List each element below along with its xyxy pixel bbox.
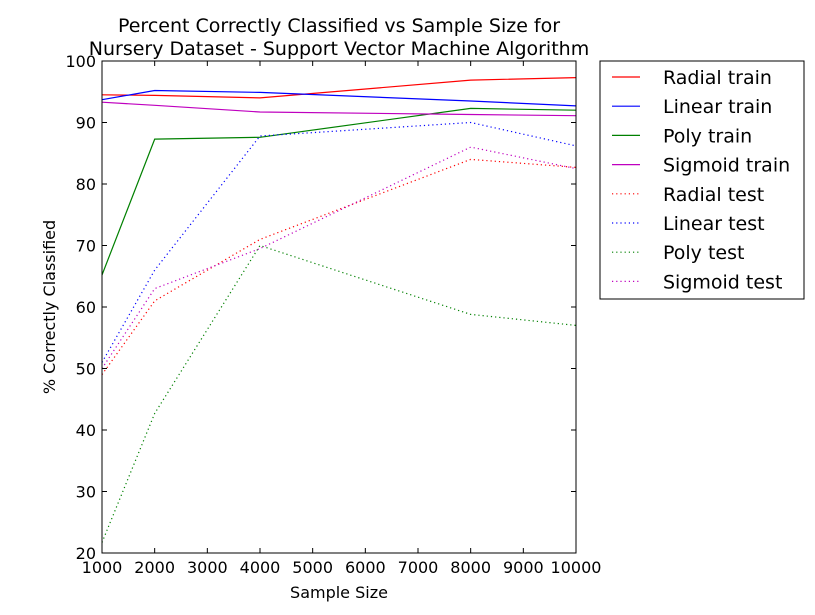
- y-tick-label: 90: [76, 114, 96, 133]
- y-tick-label: 50: [76, 360, 96, 379]
- x-tick-label: 1000: [82, 558, 123, 577]
- legend: Radial train Linear train Poly train Sigmoi…: [599, 60, 805, 300]
- legend-label-poly-train: Poly train: [663, 125, 752, 147]
- x-tick-label: 4000: [240, 558, 281, 577]
- series-line-linear-test: [101, 121, 577, 363]
- legend-label-linear-train: Linear train: [663, 96, 772, 118]
- series-lines: [101, 77, 577, 543]
- y-tick-label: 100: [65, 52, 96, 71]
- y-tick-label: 80: [76, 175, 96, 194]
- series-line-sigmoid-train: [101, 101, 577, 117]
- chart-title-line-2: Nursery Dataset - Support Vector Machine…: [89, 38, 589, 60]
- axis-ticks: [101, 60, 577, 554]
- series-line-sigmoid-test: [101, 146, 577, 369]
- series-line-radial-test: [101, 158, 577, 375]
- y-tick-label: 70: [76, 237, 96, 256]
- series-line-linear-train: [101, 89, 577, 107]
- legend-label-poly-test: Poly test: [663, 242, 744, 264]
- chart-title: Percent Correctly Classified vs Sample S…: [89, 15, 589, 60]
- y-axis-label: % Correctly Classified: [40, 220, 59, 394]
- legend-label-sigmoid-test: Sigmoid test: [663, 271, 782, 293]
- legend-frame: [599, 60, 805, 300]
- x-tick-label: 5000: [292, 558, 333, 577]
- legend-label-radial-test: Radial test: [663, 184, 764, 206]
- x-tick-label: 10000: [551, 558, 602, 577]
- series-line-radial-train: [101, 77, 577, 99]
- x-tick-label: 3000: [187, 558, 228, 577]
- legend-label-sigmoid-train: Sigmoid train: [663, 155, 790, 177]
- axis-tick-labels: 1000 2000 3000 4000 5000 6000 7000 8000 9000 1000…: [65, 52, 601, 577]
- plot-area-frame: [101, 60, 577, 554]
- x-tick-label: 2000: [134, 558, 175, 577]
- y-tick-label: 30: [76, 483, 96, 502]
- series-line-poly-train: [101, 107, 577, 276]
- y-tick-label: 60: [76, 298, 96, 317]
- x-tick-label: 6000: [345, 558, 386, 577]
- x-axis-label: Sample Size: [290, 583, 388, 602]
- chart-title-line-1: Percent Correctly Classified vs Sample S…: [118, 15, 560, 37]
- legend-label-radial-train: Radial train: [663, 67, 772, 89]
- legend-label-linear-test: Linear test: [663, 213, 765, 235]
- x-tick-label: 9000: [503, 558, 544, 577]
- series-line-poly-test: [101, 244, 577, 543]
- x-tick-label: 8000: [450, 558, 491, 577]
- y-tick-label: 20: [76, 544, 96, 563]
- y-tick-label: 40: [76, 421, 96, 440]
- x-tick-label: 7000: [398, 558, 439, 577]
